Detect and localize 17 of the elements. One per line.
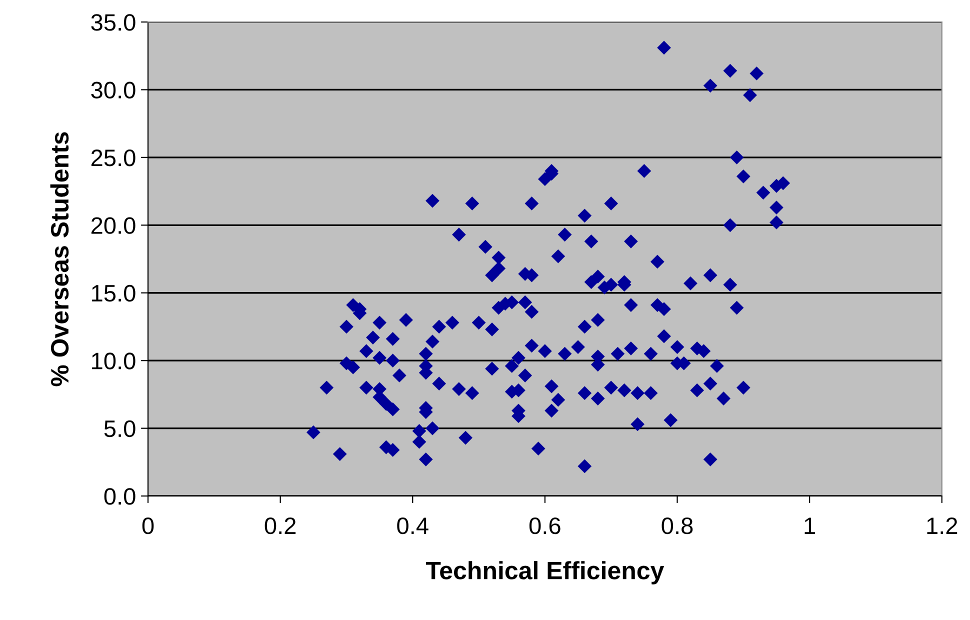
x-tick-label: 0.2 — [264, 517, 296, 534]
x-tick-label: 0.4 — [397, 517, 428, 534]
y-axis-title: % Overseas Students — [50, 132, 69, 386]
y-tick-label: 15.0 — [92, 284, 136, 302]
y-tick-label: 35.0 — [91, 14, 136, 31]
x-tick-label: 1 — [804, 518, 815, 534]
x-axis-title: Technical Efficiency — [426, 561, 664, 584]
x-tick-label: 0.6 — [529, 517, 560, 534]
x-tick-label: 0.8 — [662, 517, 693, 534]
y-tick-label: 0.0 — [104, 488, 136, 505]
y-tick-label: 25.0 — [91, 150, 136, 166]
x-tick-label: 0 — [142, 517, 154, 534]
y-tick-label: 5.0 — [104, 420, 136, 438]
x-tick-label: 1.2 — [927, 517, 958, 534]
y-tick-label: 30.0 — [91, 82, 136, 99]
y-tick-label: 10.0 — [92, 352, 136, 370]
y-tick-label: 20.0 — [91, 217, 136, 234]
